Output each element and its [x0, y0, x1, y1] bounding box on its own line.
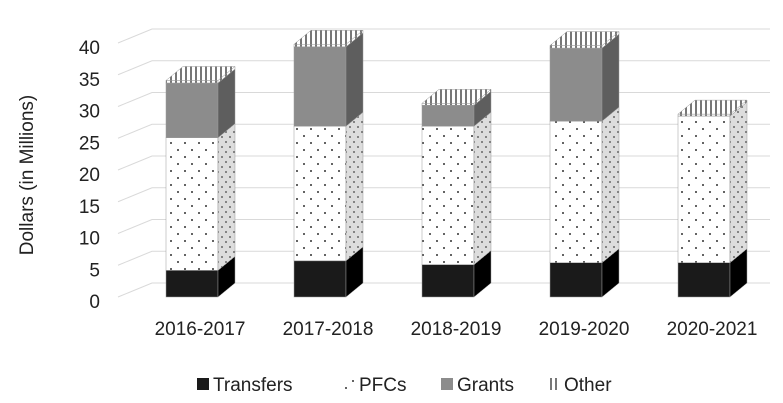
- bar-front: [677, 115, 731, 263]
- y-tick-label: 5: [89, 260, 100, 281]
- bar-top: [421, 89, 492, 104]
- bar-front: [165, 82, 219, 138]
- bar-front: [421, 264, 475, 298]
- y-tick-label: 15: [79, 197, 100, 218]
- bar-top: [293, 30, 364, 45]
- bar-front: [293, 46, 347, 127]
- y-tick-label: 40: [79, 38, 100, 59]
- bar-segment: [421, 111, 492, 266]
- x-tick-label: 2016-2017: [155, 319, 246, 340]
- x-tick-label: 2019-2020: [539, 319, 630, 340]
- grid-line: [117, 28, 770, 44]
- bar-top: [677, 99, 748, 115]
- bar-top: [549, 31, 620, 46]
- bar-segment: [165, 123, 236, 271]
- legend-label: Grants: [457, 375, 514, 396]
- legend-label: PFCs: [359, 375, 407, 396]
- bar-front: [421, 103, 475, 106]
- bar-side: [473, 111, 492, 266]
- legend-swatch: [343, 378, 355, 390]
- bar-front: [293, 44, 347, 48]
- bar-side: [345, 111, 364, 262]
- bar-segment: [421, 88, 492, 106]
- y-tick-label: 20: [79, 165, 100, 186]
- legend-label: Transfers: [213, 375, 293, 396]
- bar-front: [165, 80, 219, 84]
- bar-front: [165, 137, 219, 271]
- y-tick-label: 25: [79, 133, 100, 154]
- x-tick-label: 2018-2019: [411, 319, 502, 340]
- bar-front: [293, 125, 347, 262]
- y-tick-label: 0: [89, 292, 100, 313]
- bar-front: [421, 125, 475, 265]
- y-tick-label: 35: [79, 70, 100, 91]
- bar-side: [345, 32, 364, 127]
- bar-front: [165, 270, 219, 298]
- bar-segment: [677, 99, 748, 117]
- bar-segment: [549, 106, 620, 264]
- bar-segment: [549, 31, 620, 49]
- bar-side: [729, 101, 748, 264]
- bar-front: [549, 262, 603, 298]
- bar-front: [293, 260, 347, 298]
- legend-swatch: [441, 378, 453, 390]
- bar-side: [217, 123, 236, 271]
- bar-side: [601, 106, 620, 264]
- y-axis-label: Dollars (in Millions): [17, 95, 38, 255]
- bar-front: [549, 47, 603, 122]
- bar-front: [677, 113, 731, 117]
- bar-segment: [293, 111, 364, 262]
- bar-front: [549, 45, 603, 49]
- bar-segment: [165, 65, 236, 84]
- bar-front: [549, 120, 603, 263]
- bar-side: [601, 33, 620, 122]
- legend-swatch: [548, 378, 560, 390]
- y-tick-label: 30: [79, 102, 100, 123]
- bar-front: [421, 104, 475, 127]
- bar-segment: [293, 29, 364, 48]
- bar-top: [165, 66, 236, 81]
- x-tick-label: 2020-2021: [667, 319, 758, 340]
- legend-label: Other: [564, 375, 612, 396]
- bar-segment: [677, 101, 748, 264]
- bar-front: [677, 262, 731, 298]
- x-tick-label: 2017-2018: [283, 319, 374, 340]
- y-tick-label: 10: [79, 229, 100, 250]
- legend-swatch: [197, 378, 209, 390]
